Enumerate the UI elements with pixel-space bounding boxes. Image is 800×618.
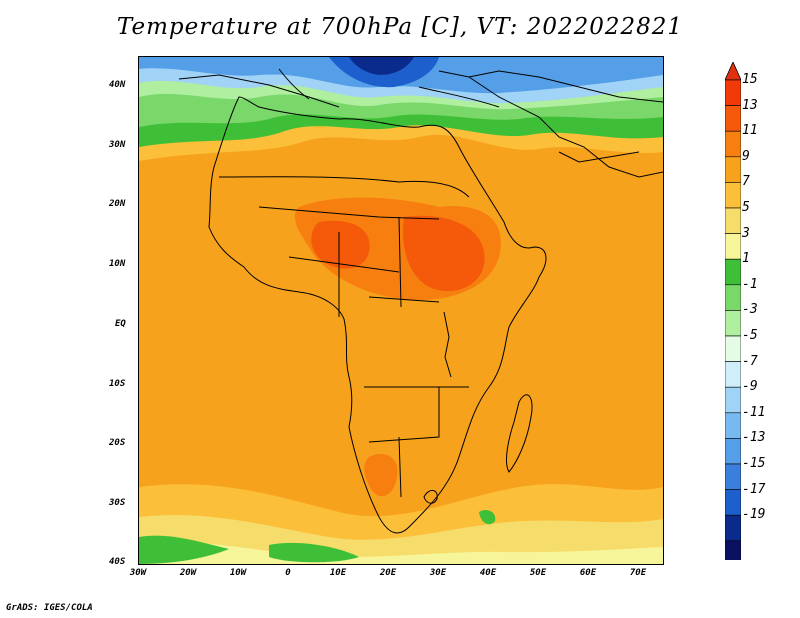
- colorbar-cell: [725, 156, 741, 183]
- lon-label: 70E: [629, 568, 647, 578]
- colorbar-cell: [725, 182, 741, 209]
- lon-label: 30W: [129, 568, 147, 578]
- colorbar-label: -11: [742, 404, 766, 420]
- colorbar-label: -7: [742, 353, 758, 369]
- lon-label: 10E: [329, 568, 347, 578]
- colorbar-cell: [725, 130, 741, 158]
- lat-label: 20S: [109, 438, 126, 448]
- colorbar-cell: [725, 258, 741, 286]
- colorbar-label: 7: [742, 174, 750, 190]
- colorbar-label: -1: [742, 276, 758, 292]
- colorbar: [725, 62, 741, 560]
- colorbar-label: -15: [742, 456, 766, 471]
- lon-label: 0: [285, 568, 291, 578]
- colorbar-label: -19: [742, 507, 766, 523]
- lat-label: 30N: [109, 140, 126, 150]
- colorbar-cell: [725, 233, 741, 260]
- grads-credit: GrADS: IGES/COLA: [6, 603, 93, 613]
- colorbar-cell: [725, 514, 741, 542]
- colorbar-cell: [725, 540, 741, 560]
- colorbar-label: 5: [742, 200, 750, 215]
- colorbar-cell: [725, 463, 741, 490]
- lon-label: 50E: [529, 568, 547, 578]
- colorbar-label: 15: [742, 72, 758, 87]
- colorbar-cell: [725, 489, 741, 516]
- colorbar-label: 1: [742, 251, 750, 267]
- colorbar-label: -17: [742, 481, 766, 497]
- temperature-field: [139, 57, 663, 564]
- colorbar-label: 3: [742, 225, 750, 241]
- colorbar-cell: [725, 361, 741, 388]
- temperature-map: [138, 56, 664, 565]
- colorbar-cell: [725, 386, 741, 414]
- map-title: Temperature at 700hPa [C], VT: 202202282…: [116, 14, 684, 40]
- lat-label: 10S: [109, 379, 126, 389]
- colorbar-label: 13: [742, 97, 758, 113]
- colorbar-label: 9: [742, 148, 750, 164]
- colorbar-cell: [725, 105, 741, 132]
- lon-label: 10W: [229, 568, 247, 578]
- colorbar-cell: [725, 79, 741, 106]
- lon-label: 30E: [429, 568, 447, 578]
- colorbar-label: -9: [742, 379, 758, 395]
- colorbar-cell: [725, 310, 741, 337]
- lon-label: 60E: [579, 568, 597, 578]
- lon-label: 20E: [379, 568, 397, 578]
- lat-label: 30S: [109, 498, 126, 508]
- colorbar-cell: [725, 284, 741, 311]
- colorbar-cell: [725, 438, 741, 465]
- lon-label: 20W: [179, 568, 197, 578]
- lat-label: 20N: [109, 199, 126, 209]
- lat-label: 40N: [109, 80, 126, 90]
- colorbar-top-arrow: [725, 62, 741, 81]
- lat-label: EQ: [115, 319, 126, 329]
- lat-label: 40S: [109, 557, 126, 567]
- colorbar-cell: [725, 412, 741, 439]
- colorbar-cell: [725, 207, 741, 234]
- colorbar-label: -13: [742, 430, 766, 446]
- lon-label: 40E: [479, 568, 497, 578]
- colorbar-label: -5: [742, 328, 758, 343]
- colorbar-cell: [725, 335, 741, 362]
- colorbar-label: 11: [742, 123, 758, 139]
- lat-label: 10N: [109, 259, 126, 269]
- colorbar-label: -3: [742, 302, 758, 318]
